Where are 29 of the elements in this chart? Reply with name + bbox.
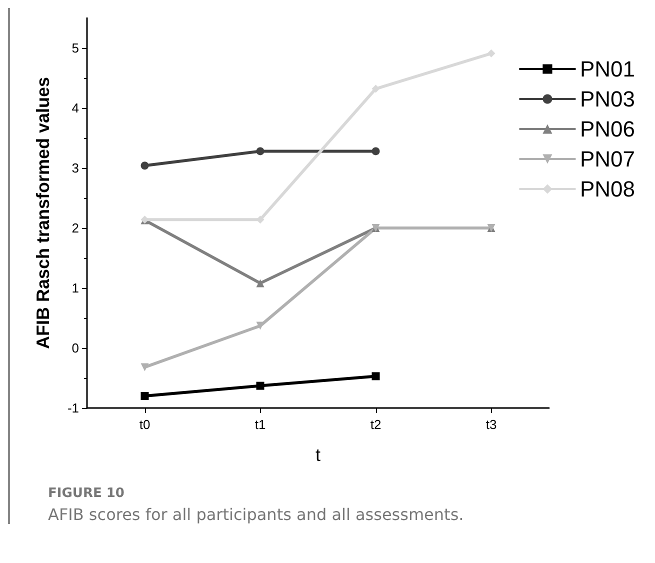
legend-label: PN03 — [580, 86, 636, 112]
caption: FIGURE 10 — [48, 486, 126, 501]
y-tick-label: 1 — [72, 280, 79, 296]
y-tick-label: 2 — [72, 220, 79, 236]
legend-label: PN08 — [580, 176, 636, 202]
x-tick-label: t1 — [254, 417, 266, 432]
legend-label: PN06 — [580, 116, 636, 142]
y-axis-title: AFIB Rasch transformed values — [33, 76, 53, 350]
y-tick-label: 3 — [72, 160, 79, 176]
x-tick-label: t0 — [139, 417, 150, 432]
legend-label: PN07 — [580, 146, 636, 172]
point — [487, 49, 496, 58]
y-tick-label: 4 — [72, 100, 79, 116]
legend-label: PN01 — [580, 56, 636, 82]
y-tick-label: 0 — [72, 340, 79, 356]
point — [256, 382, 264, 390]
point — [372, 372, 380, 380]
point — [372, 147, 380, 156]
x-tick-label: t3 — [486, 417, 497, 432]
point — [140, 162, 149, 170]
point — [372, 84, 380, 93]
y-tick-label: -1 — [67, 400, 79, 416]
point — [256, 279, 264, 288]
point — [256, 147, 264, 156]
text: AFIB scores for all participants and all assessments. — [48, 505, 465, 524]
x-axis-title: t — [315, 445, 321, 465]
x-tick-label: t2 — [370, 417, 382, 432]
y-tick-label: 5 — [72, 40, 79, 56]
point — [140, 392, 149, 400]
